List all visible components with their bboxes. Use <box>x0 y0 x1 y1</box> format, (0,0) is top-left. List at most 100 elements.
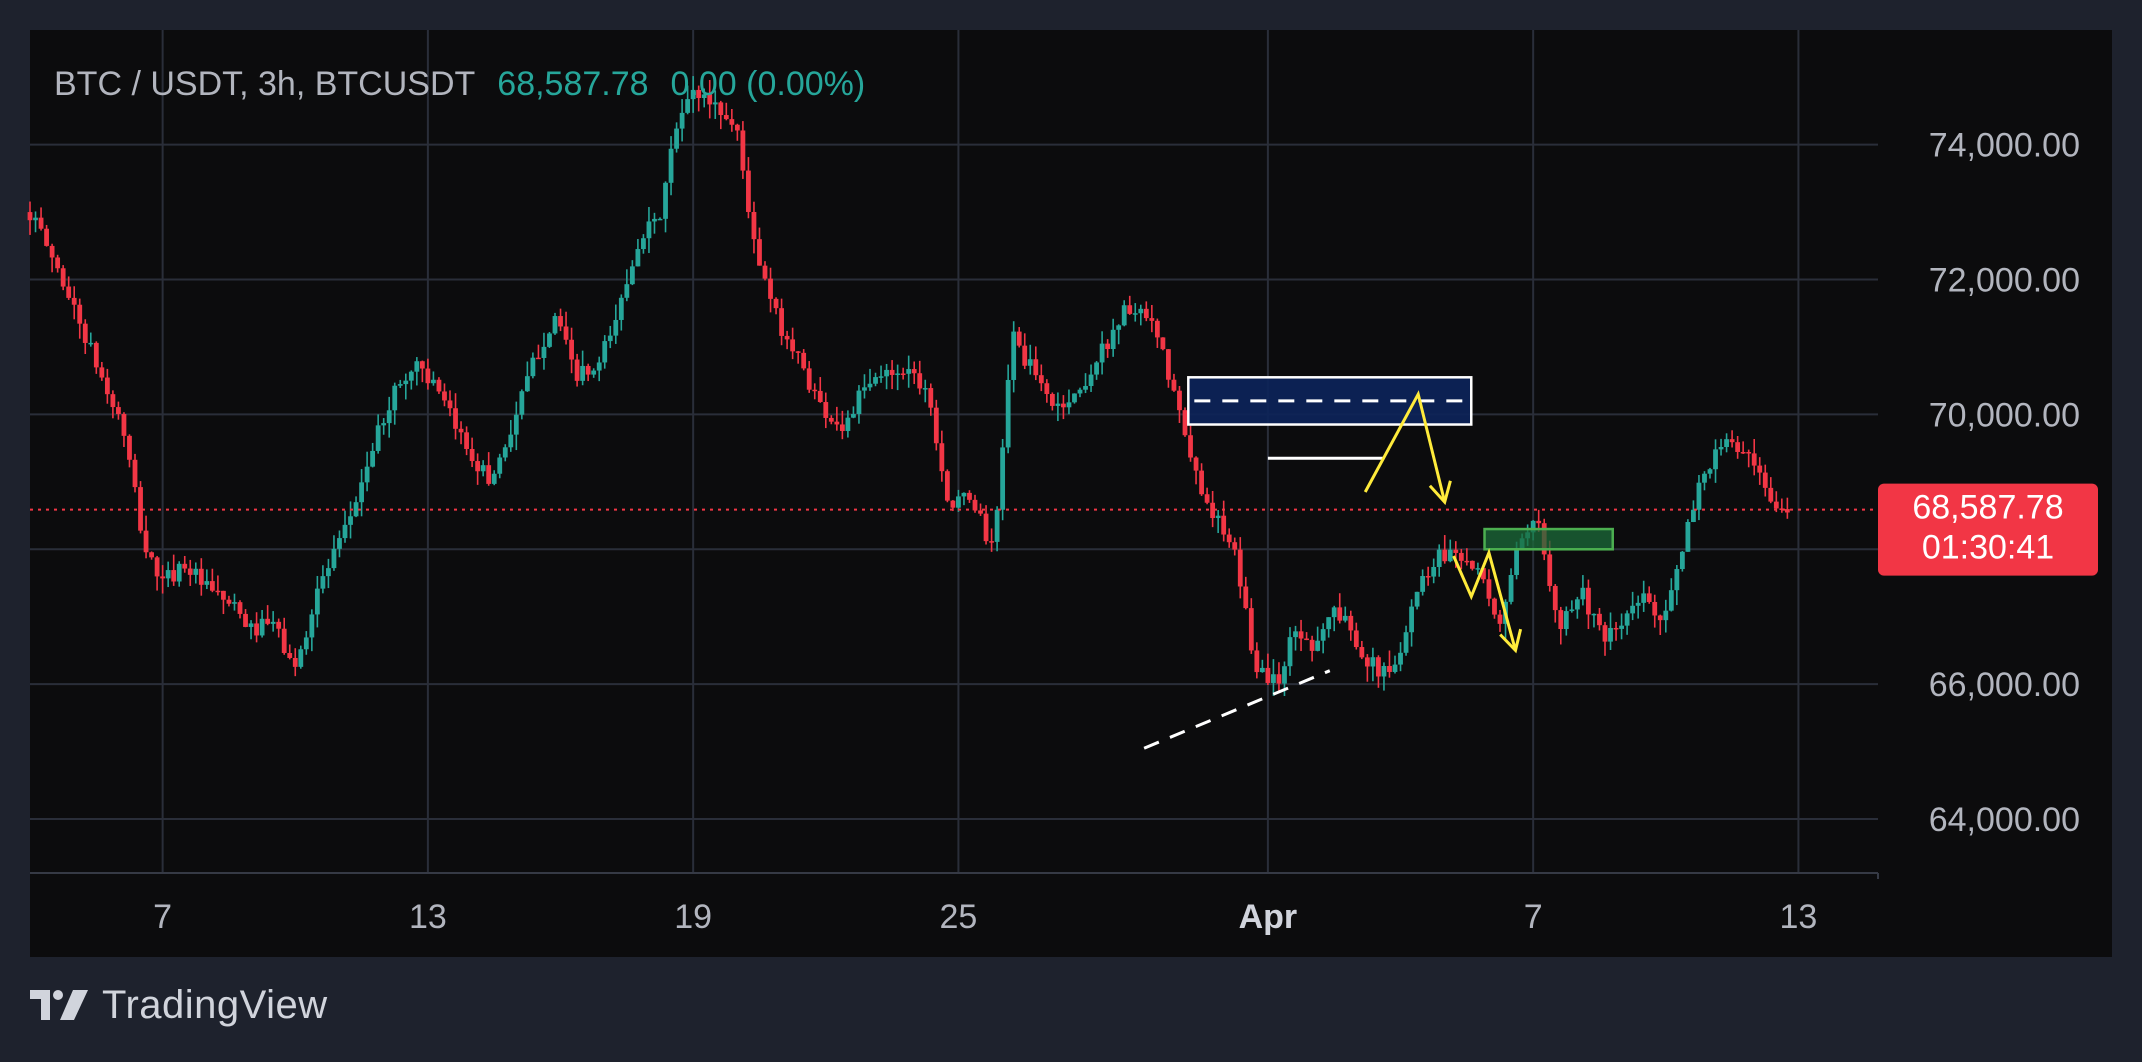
candle-body <box>536 357 541 360</box>
chart-legend: BTC / USDT, 3h, BTCUSDT 68,587.78 0.00 (0.… <box>54 65 865 103</box>
candle <box>922 379 928 403</box>
candle-body <box>1619 625 1624 629</box>
candle-body <box>828 417 834 422</box>
candle-body <box>1613 627 1619 630</box>
candle <box>1110 318 1116 357</box>
candle <box>1011 321 1017 393</box>
candle-body <box>1436 549 1442 567</box>
candle <box>187 559 193 586</box>
candle <box>55 254 61 273</box>
y-tick-label: 64,000.00 <box>1929 801 2080 839</box>
candle <box>1563 606 1569 636</box>
candle <box>944 469 950 503</box>
candle <box>49 243 55 273</box>
candle-body <box>71 297 77 305</box>
candle <box>1215 509 1221 534</box>
candle <box>491 470 497 486</box>
candle-body <box>27 212 33 221</box>
candle <box>1729 430 1735 448</box>
candle <box>1685 519 1691 552</box>
candle <box>1265 653 1271 685</box>
candle-body <box>337 538 342 549</box>
candle-body <box>198 568 204 585</box>
candle-body <box>1552 585 1558 611</box>
candle <box>580 350 586 386</box>
candle-body <box>1005 379 1011 448</box>
candle-body <box>303 637 309 650</box>
candle-body <box>1691 509 1696 522</box>
tradingview-brand[interactable]: TradingView <box>30 980 328 1030</box>
candle <box>1641 580 1647 612</box>
candle-body <box>1143 308 1149 319</box>
candle <box>895 364 901 391</box>
candle-body <box>326 568 331 577</box>
candle-body <box>364 466 370 483</box>
candle-body <box>1646 593 1652 602</box>
candle <box>204 569 210 590</box>
candle <box>856 385 862 424</box>
candle <box>1337 593 1343 624</box>
candle <box>1657 614 1663 636</box>
candle <box>342 510 348 543</box>
candle <box>1027 344 1033 375</box>
candle-body <box>784 335 790 340</box>
candle <box>182 555 188 573</box>
candle-body <box>320 576 326 589</box>
candle-body <box>502 447 508 458</box>
candle <box>127 434 132 468</box>
candle-body <box>99 367 105 378</box>
candle <box>1226 528 1232 548</box>
candle <box>867 368 873 391</box>
candle <box>414 357 420 386</box>
candle-body <box>707 94 713 105</box>
candle-body <box>1569 609 1575 612</box>
candle-body <box>585 365 591 375</box>
candle-body <box>663 182 668 219</box>
candle-body <box>425 368 431 384</box>
candle <box>773 297 779 315</box>
candle <box>1320 623 1326 654</box>
candle <box>845 410 851 438</box>
candle <box>176 561 182 587</box>
candle-body <box>1746 452 1752 454</box>
candle-body <box>1265 667 1271 683</box>
support-zone <box>1483 527 1614 551</box>
candle-body <box>734 124 740 131</box>
candle-body <box>972 499 978 511</box>
candle <box>1486 569 1492 607</box>
candle <box>1188 425 1193 462</box>
candle <box>851 406 856 419</box>
candle-body <box>265 618 271 624</box>
candle-body <box>624 284 630 298</box>
candle-body <box>1431 566 1437 577</box>
candle <box>287 644 293 660</box>
candle <box>1762 464 1768 497</box>
candle-body <box>143 530 149 553</box>
candle-body <box>66 286 72 298</box>
candle <box>364 451 370 492</box>
candle-body <box>1038 375 1044 384</box>
candle <box>1055 392 1061 422</box>
candle-body <box>596 362 602 371</box>
candle <box>801 349 807 371</box>
candle <box>906 355 912 388</box>
candle <box>469 437 475 468</box>
candle-body <box>298 649 304 667</box>
candle-body <box>1591 613 1597 616</box>
candle-body <box>801 352 807 369</box>
candle-body <box>1447 549 1453 562</box>
candle-body <box>911 369 917 374</box>
candle <box>690 76 696 113</box>
candle <box>1392 655 1398 674</box>
candle-body <box>983 513 989 542</box>
candle <box>956 489 961 512</box>
candle-body <box>1022 345 1028 366</box>
candle <box>1724 433 1729 453</box>
candle-body <box>547 333 552 347</box>
candle-body <box>1309 639 1315 651</box>
candle-body <box>1359 647 1365 658</box>
candle <box>1558 606 1564 645</box>
x-tick-label: 7 <box>153 898 172 936</box>
